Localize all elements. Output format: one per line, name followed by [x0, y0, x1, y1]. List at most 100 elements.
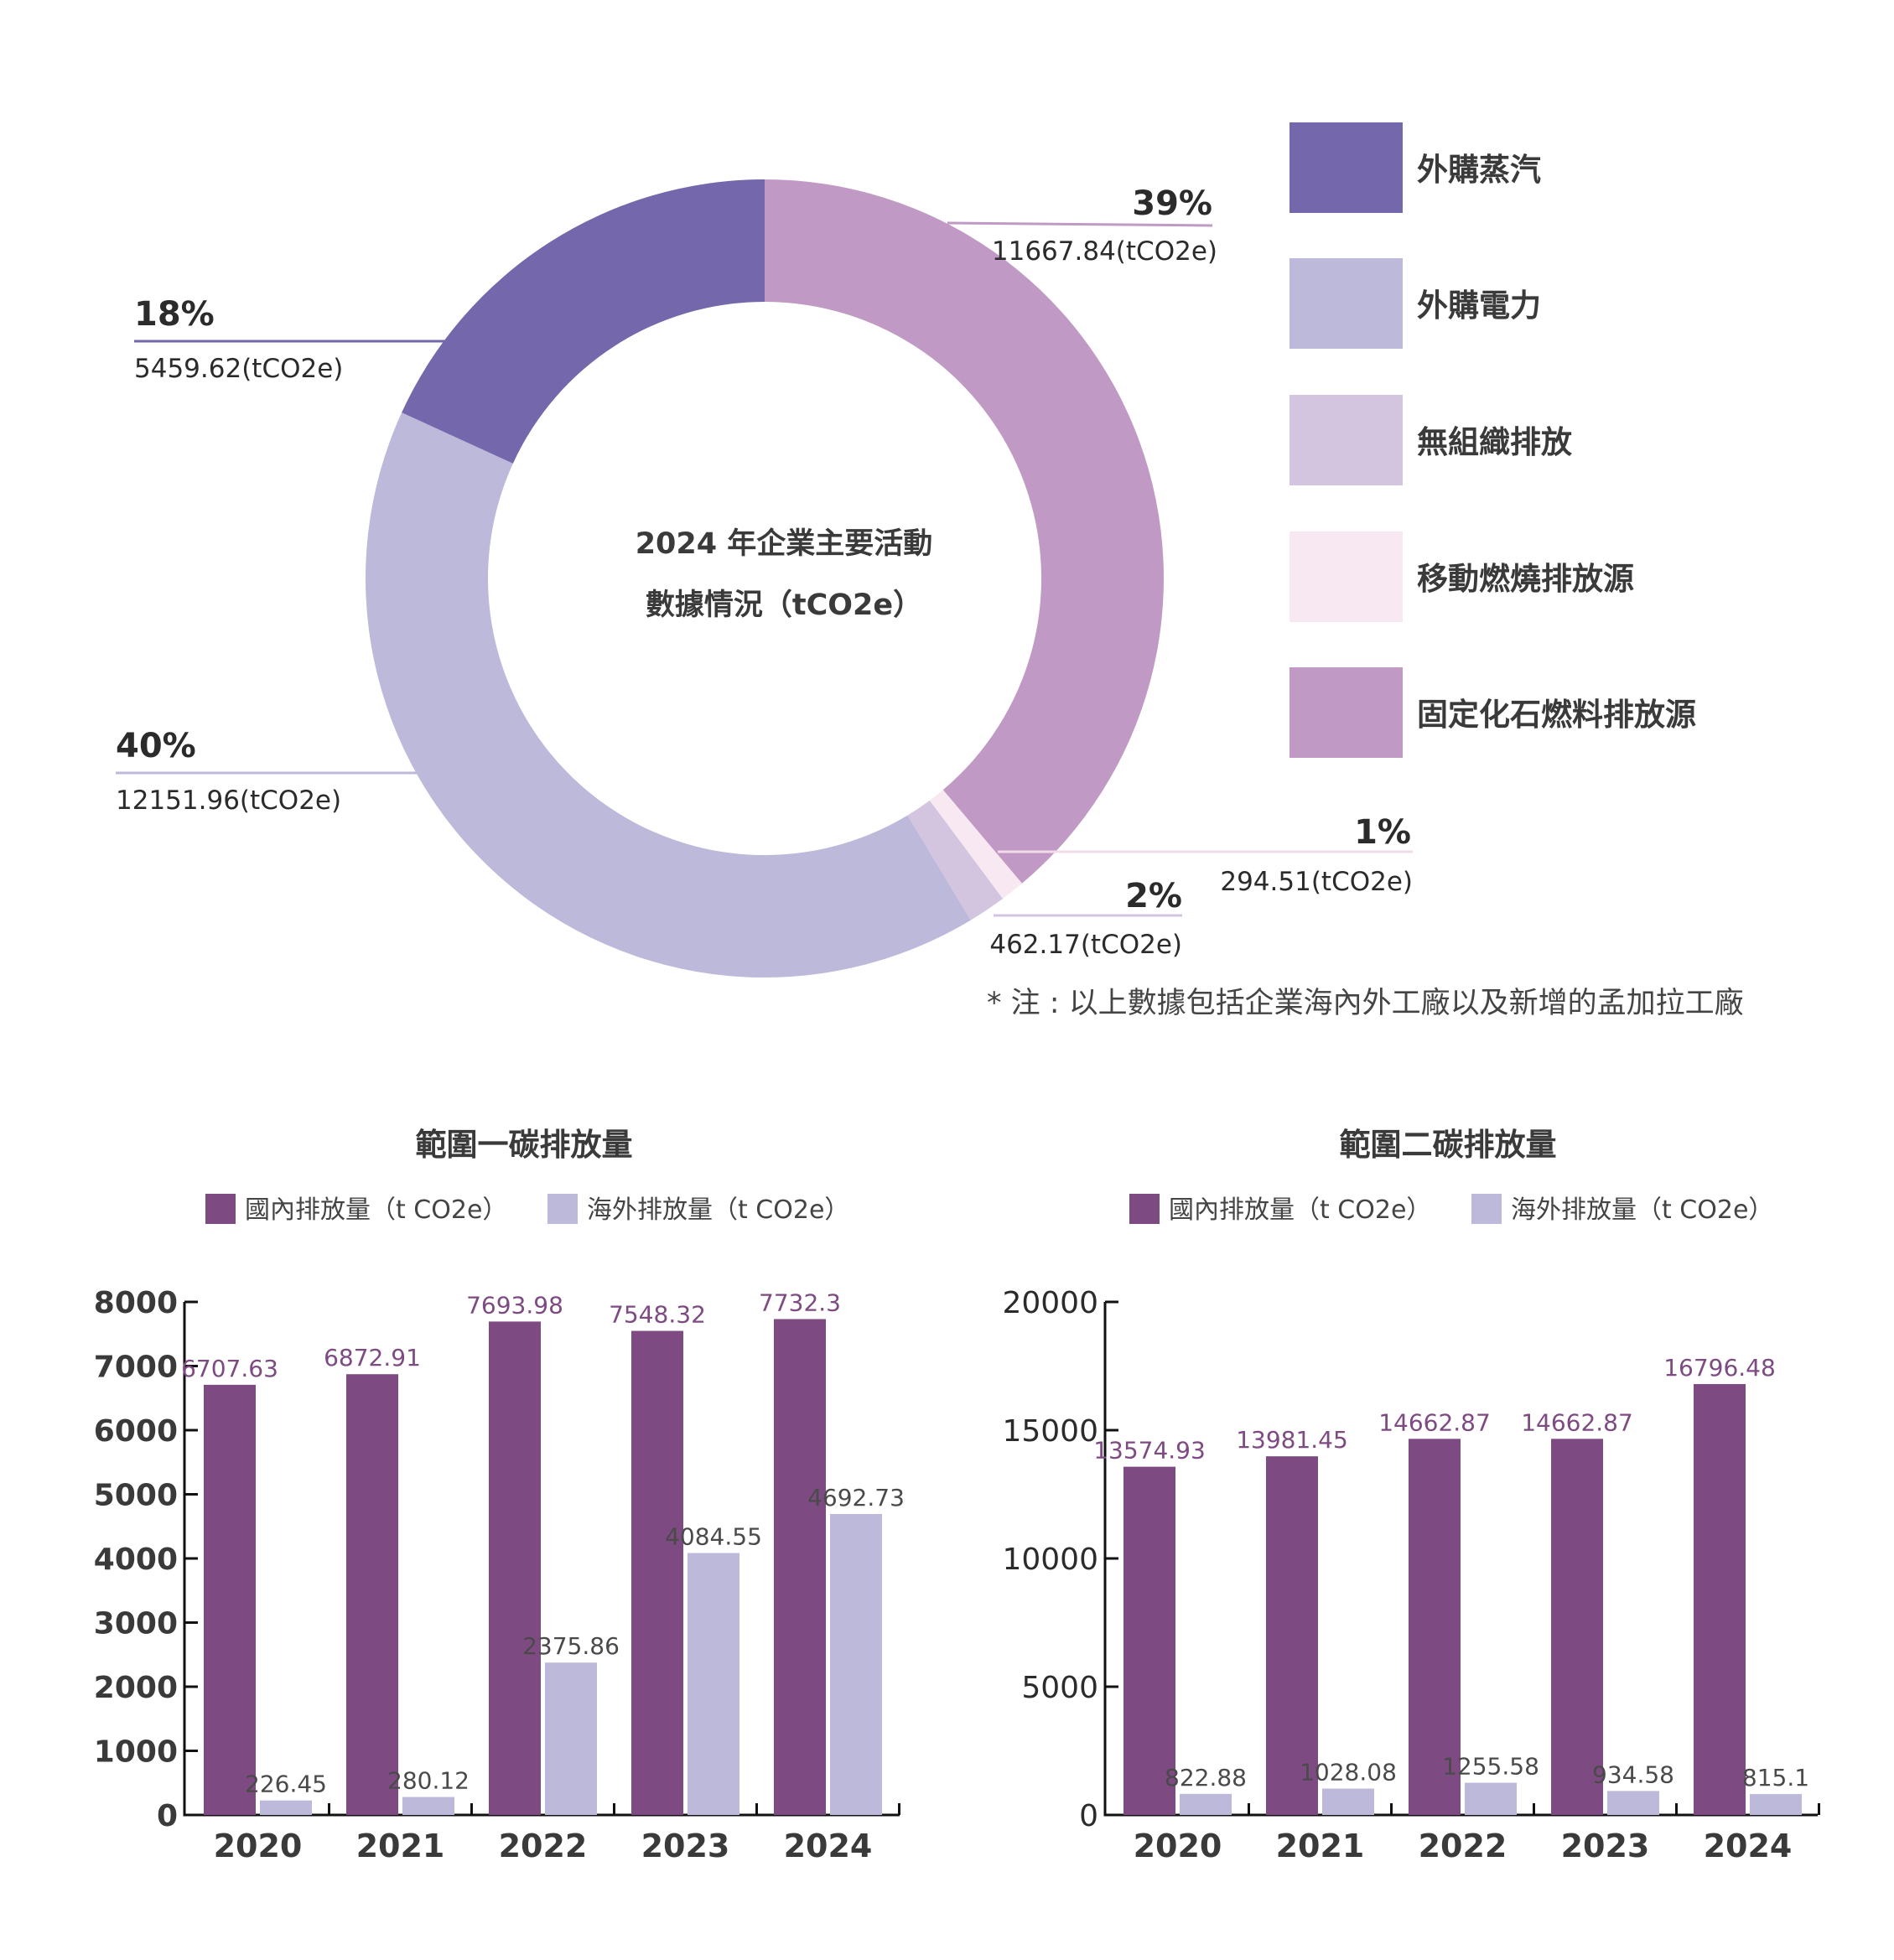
scope2-y-tick-label: 20000	[1002, 1286, 1098, 1320]
donut-center-title: 2024 年企業主要活動 數據情況（tCO2e）	[636, 526, 933, 622]
scope1-data-label-domestic: 7693.98	[466, 1291, 563, 1319]
scope2-plot: 0 5000 10000 15000 20000 13574.93 822.88 2020 13…	[1002, 1286, 1820, 1864]
scope2-legend-swatch-domestic	[1129, 1194, 1160, 1224]
value-label-steam: 5459.62(tCO2e)	[134, 354, 343, 384]
scope2-x-tick-label: 2022	[1419, 1828, 1507, 1864]
scope1-x-tick-label: 2024	[784, 1828, 873, 1864]
scope1-y-tick-label: 4000	[94, 1543, 178, 1577]
scope2-x-tick-label: 2023	[1561, 1828, 1650, 1864]
scope2-y-tick-label: 5000	[1021, 1671, 1098, 1705]
leader-line-fixed	[947, 221, 1213, 227]
scope1-bar-overseas	[830, 1514, 882, 1815]
scope1-bar-chart: 範圍一碳排放量 國內排放量（t CO2e） 海外排放量（t CO2e） 0 100…	[94, 1127, 905, 1864]
scope1-data-label-overseas: 280.12	[387, 1767, 470, 1795]
scope1-y-tick-label: 1000	[94, 1735, 178, 1770]
scope2-data-label-domestic: 13981.45	[1236, 1426, 1348, 1454]
scope1-x-tick-label: 2022	[499, 1828, 588, 1864]
scope1-bar-overseas	[545, 1662, 597, 1815]
scope2-data-label-domestic: 14662.87	[1378, 1408, 1491, 1436]
scope2-data-label-overseas: 815.1	[1742, 1764, 1809, 1791]
scope1-legend-label-overseas: 海外排放量（t CO2e）	[587, 1195, 849, 1225]
legend-swatch-mobile	[1289, 531, 1403, 622]
scope1-bar-domestic	[204, 1384, 256, 1815]
scope1-y-tick-label: 3000	[94, 1607, 178, 1641]
scope1-x-tick-label: 2021	[356, 1828, 445, 1864]
scope1-legend-swatch-overseas	[547, 1194, 578, 1224]
scope2-data-label-overseas: 1028.08	[1300, 1759, 1397, 1786]
scope1-data-label-overseas: 4692.73	[807, 1484, 905, 1511]
scope2-bar-domestic	[1551, 1439, 1603, 1815]
scope1-x-tick-label: 2020	[214, 1828, 303, 1864]
scope1-legend-swatch-domestic	[205, 1194, 236, 1224]
scope2-bar-overseas	[1465, 1782, 1517, 1815]
scope1-title: 範圍一碳排放量	[416, 1127, 633, 1163]
scope1-data-label-domestic: 6707.63	[181, 1355, 278, 1382]
donut-chart	[365, 179, 1165, 978]
scope1-y-tick-label: 2000	[94, 1671, 178, 1705]
scope2-y-tick-label: 0	[1079, 1799, 1098, 1833]
donut-callouts: 18% 5459.62(tCO2e) 40% 12151.96(tCO2e) 3…	[116, 184, 1413, 960]
scope2-data-label-domestic: 14662.87	[1521, 1408, 1633, 1436]
value-label-fixed: 11667.84(tCO2e)	[992, 236, 1217, 267]
scope2-data-label-overseas: 934.58	[1592, 1760, 1674, 1788]
legend-swatch-fixed	[1289, 667, 1403, 758]
scope1-bar-domestic	[489, 1321, 541, 1815]
scope2-x-tick-label: 2021	[1276, 1828, 1365, 1864]
scope1-bar-domestic	[346, 1374, 398, 1815]
percent-label-steam: 18%	[134, 295, 215, 334]
value-label-mobile: 294.51(tCO2e)	[1220, 867, 1413, 897]
donut-title-line-1: 2024 年企業主要活動	[636, 526, 933, 561]
scope2-legend-label-domestic: 國內排放量（t CO2e）	[1169, 1195, 1431, 1225]
scope2-legend-swatch-overseas	[1471, 1194, 1502, 1224]
percent-label-power: 40%	[116, 727, 196, 765]
scope2-y-tick-label: 10000	[1002, 1543, 1098, 1577]
scope2-bar-overseas	[1750, 1794, 1802, 1815]
scope1-data-label-domestic: 7548.32	[609, 1301, 706, 1329]
scope1-y-tick-label: 7000	[94, 1351, 178, 1385]
legend-label-steam: 外購蒸汽	[1417, 152, 1541, 188]
scope2-legend-label-overseas: 海外排放量（t CO2e）	[1511, 1195, 1773, 1225]
scope1-plot: 0 1000 2000 3000 4000 5000 6000 7000 8000 6707.63…	[94, 1286, 905, 1864]
donut-slice-steam	[402, 179, 765, 464]
legend-swatch-fugitive	[1289, 395, 1403, 485]
percent-label-mobile: 1%	[1354, 813, 1411, 852]
donut-slice-mobile	[929, 790, 1022, 900]
legend-label-fugitive: 無組織排放	[1417, 424, 1572, 460]
donut-slice-power	[365, 412, 971, 978]
scope1-y-tick-label: 6000	[94, 1414, 178, 1449]
scope1-data-label-overseas: 226.45	[245, 1771, 327, 1798]
scope1-data-label-domestic: 7732.3	[759, 1289, 841, 1316]
scope1-y-tick-label: 8000	[94, 1286, 178, 1320]
donut-legend: 外購蒸汽 外購電力 無組織排放 移動燃燒排放源 固定化石燃料排放源	[1289, 122, 1696, 758]
scope1-bar-overseas	[402, 1797, 454, 1815]
scope2-x-tick-label: 2020	[1134, 1828, 1222, 1864]
donut-slice-fugitive	[907, 800, 1003, 920]
scope1-bar-domestic	[631, 1330, 683, 1815]
value-label-fugitive: 462.17(tCO2e)	[989, 930, 1182, 960]
scope1-bar-overseas	[260, 1800, 312, 1815]
scope2-bar-domestic	[1123, 1466, 1175, 1815]
percent-label-fixed: 39%	[1132, 184, 1212, 223]
scope2-bar-domestic	[1694, 1384, 1746, 1815]
donut-title-line-2: 數據情況（tCO2e）	[646, 589, 922, 622]
scope2-title: 範圍二碳排放量	[1340, 1127, 1557, 1163]
scope1-data-label-domestic: 6872.91	[324, 1344, 421, 1371]
legend-label-power: 外購電力	[1417, 288, 1541, 324]
donut-slice-fixed	[765, 179, 1165, 884]
scope1-data-label-overseas: 4084.55	[665, 1523, 762, 1551]
legend-label-fixed: 固定化石燃料排放源	[1417, 697, 1696, 733]
scope2-bar-domestic	[1266, 1456, 1318, 1815]
legend-label-mobile: 移動燃燒排放源	[1417, 561, 1634, 597]
scope2-bar-chart: 範圍二碳排放量 國內排放量（t CO2e） 海外排放量（t CO2e） 0 500…	[1002, 1127, 1820, 1864]
legend-swatch-steam	[1289, 122, 1403, 213]
scope2-bar-domestic	[1409, 1439, 1461, 1815]
scope2-data-label-overseas: 1255.58	[1442, 1753, 1539, 1781]
legend-swatch-power	[1289, 258, 1403, 349]
value-label-power: 12151.96(tCO2e)	[116, 786, 341, 816]
scope1-legend-label-domestic: 國內排放量（t CO2e）	[245, 1195, 507, 1225]
scope2-data-label-overseas: 822.88	[1165, 1764, 1247, 1791]
footnote: * 注 : 以上數據包括企業海內外工廠以及新增的孟加拉工廠	[987, 987, 1744, 1020]
scope2-bar-overseas	[1180, 1793, 1232, 1815]
scope1-bar-domestic	[774, 1319, 826, 1815]
